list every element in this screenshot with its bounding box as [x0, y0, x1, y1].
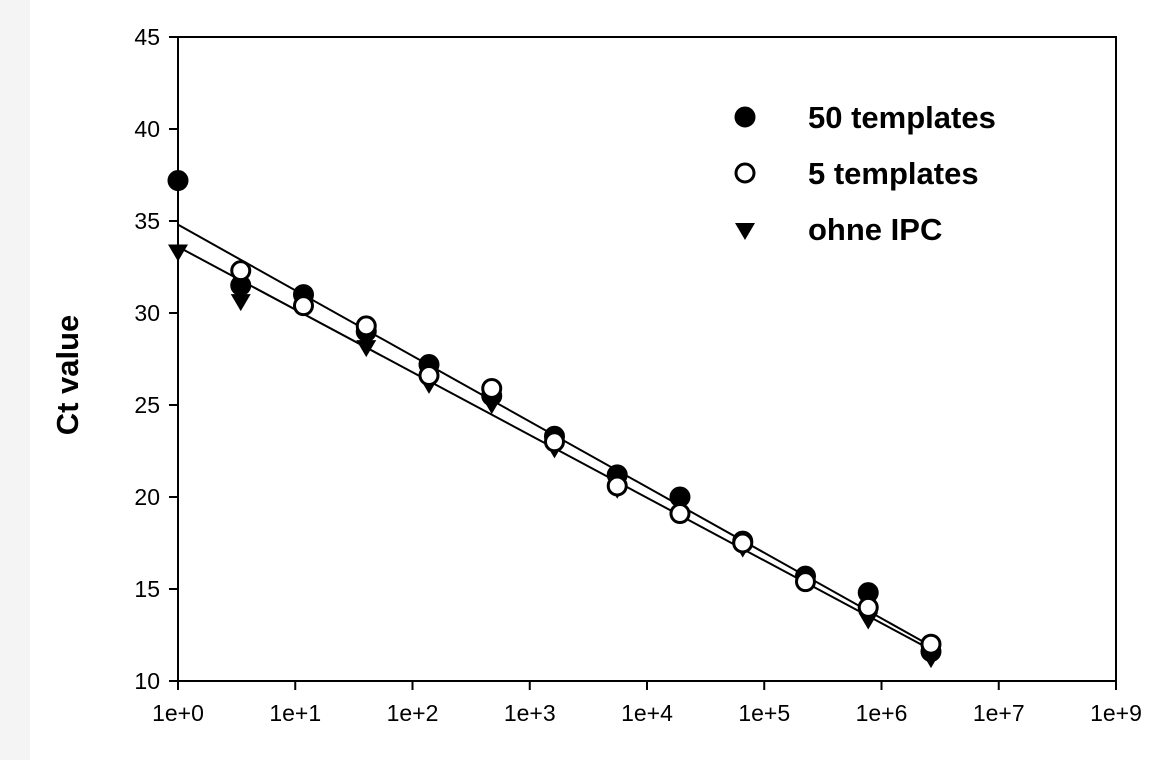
y-tick-label: 45	[134, 24, 160, 50]
data-point	[481, 377, 503, 399]
data-point	[794, 571, 816, 593]
data-point	[356, 340, 377, 358]
legend-label: ohne IPC	[808, 212, 942, 247]
scatter-chart: 10 15 20 25 30 35 40 45 1e+0 1e+1 1e+2 1e+3 1e+4 1e+5…	[50, 24, 1142, 726]
data-point	[858, 612, 879, 630]
legend-marker	[735, 223, 755, 240]
data-point	[669, 503, 691, 525]
data-point	[168, 244, 188, 262]
y-tick-label: 15	[134, 576, 160, 602]
legend-marker	[734, 106, 756, 128]
data-point	[167, 170, 189, 192]
data-point	[857, 596, 879, 618]
data-points	[167, 170, 942, 669]
y-tick-label: 30	[134, 300, 160, 326]
data-point	[230, 260, 252, 282]
chart-panel: 10 15 20 25 30 35 40 45 1e+0 1e+1 1e+2 1e+3 1e+4 1e+5…	[30, 0, 1153, 760]
legend-marker	[734, 162, 756, 184]
data-point	[355, 315, 377, 337]
data-point	[481, 397, 502, 415]
x-tick-label: 1e+7	[973, 700, 1025, 726]
data-point	[920, 633, 942, 655]
x-tick-label: 1e+6	[856, 700, 908, 726]
x-tick-label: 1e+2	[387, 700, 439, 726]
y-tick-label: 40	[134, 116, 160, 142]
y-tick-label: 25	[134, 392, 160, 418]
data-point	[292, 295, 314, 317]
data-point	[543, 431, 565, 453]
data-point	[732, 532, 754, 554]
legend-label: 50 templates	[808, 100, 996, 135]
data-point	[920, 651, 941, 669]
legend-label: 5 templates	[808, 156, 979, 191]
axes: 10 15 20 25 30 35 40 45 1e+0 1e+1 1e+2 1e+3 1e+4 1e+5…	[134, 24, 1142, 726]
data-point	[230, 294, 251, 312]
y-axis-title: Ct value	[50, 315, 85, 436]
x-tick-label: 1e+0	[152, 700, 204, 726]
y-tick-label: 35	[134, 208, 160, 234]
x-tick-label: 1e+5	[738, 700, 790, 726]
x-tick-label: 1e+4	[621, 700, 673, 726]
y-tick-label: 20	[134, 484, 160, 510]
data-point	[418, 365, 440, 387]
legend: 50 templates 5 templates ohne IPC	[734, 100, 996, 247]
x-tick-label: 1e+9	[1090, 700, 1142, 726]
data-point	[606, 475, 628, 497]
x-tick-label: 1e+1	[269, 700, 321, 726]
x-tick-label: 1e+3	[504, 700, 556, 726]
y-tick-label: 10	[134, 668, 160, 694]
